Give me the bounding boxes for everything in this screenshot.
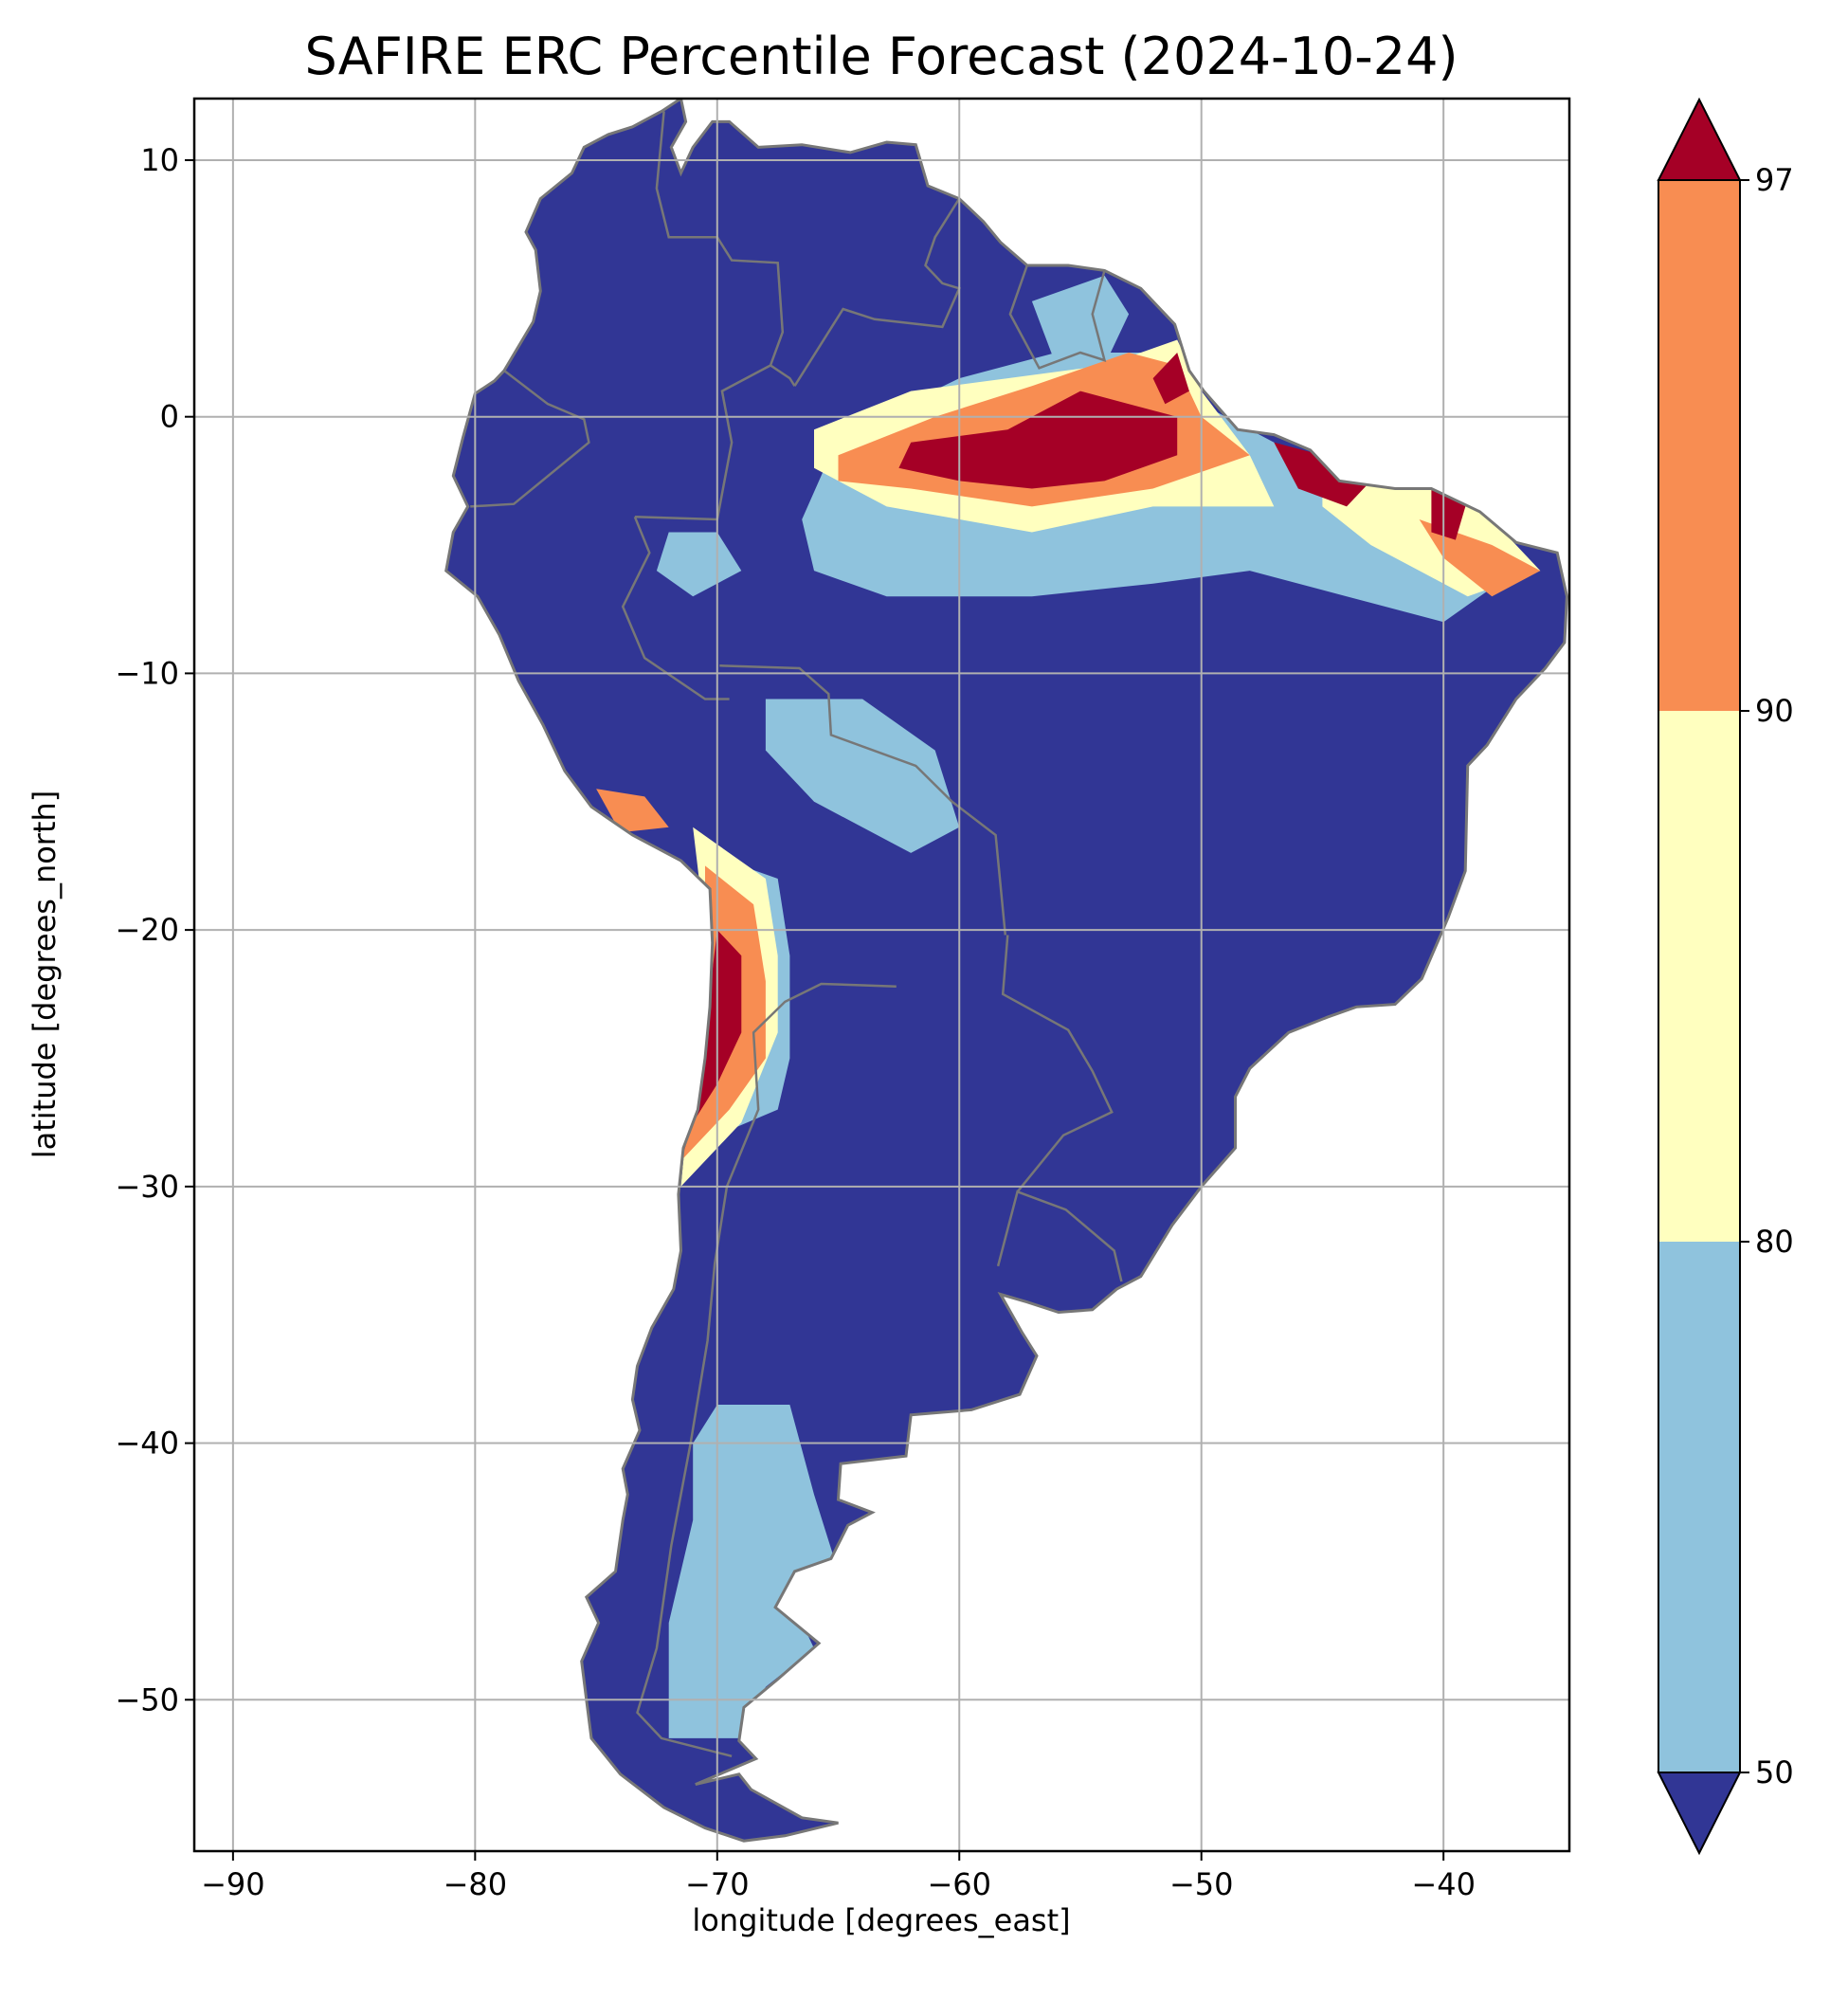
colorbar-frame — [1658, 179, 1741, 1773]
colorbar-tick-label: 97 — [1755, 162, 1794, 198]
plot-frame — [192, 97, 1571, 1853]
y-tick-label: 10 — [140, 142, 179, 178]
border-line-2 — [636, 982, 897, 1758]
border-line-4 — [996, 1190, 1123, 1282]
region-50_80-3 — [765, 699, 960, 853]
y-axis-ticks: 10 0 −10 −20 −30 −40 −50 — [115, 142, 194, 1717]
gridlines — [194, 99, 1569, 1851]
chart-title: SAFIRE ERC Percentile Forecast (2024-10-… — [304, 27, 1458, 86]
y-tick-label: −50 — [115, 1681, 179, 1717]
coastline — [444, 99, 1568, 1843]
region-above_97-14 — [1152, 353, 1189, 405]
x-tick-label: −90 — [201, 1866, 265, 1902]
y-tick-label: −30 — [115, 1169, 179, 1205]
region-50_80-1 — [656, 532, 742, 597]
x-tick-label: −80 — [444, 1866, 508, 1902]
x-tick-label: −50 — [1169, 1866, 1234, 1902]
colorbar: 50 80 90 97 — [1657, 97, 1794, 1856]
y-tick-label: −40 — [115, 1426, 179, 1462]
colorbar-segment-90_97 — [1658, 180, 1740, 711]
x-tick-label: −40 — [1411, 1866, 1476, 1902]
border-line-5 — [621, 516, 730, 700]
x-axis-ticks: −90 −80 −70 −60 −50 −40 — [201, 1851, 1476, 1902]
border-line-9 — [655, 111, 785, 366]
colorbar-tick-label: 80 — [1755, 1224, 1794, 1260]
colorbar-segment-50_80 — [1658, 1242, 1740, 1772]
x-axis-label: longitude [degrees_east] — [692, 1902, 1070, 1938]
x-tick-label: −60 — [927, 1866, 991, 1902]
borders — [470, 111, 1123, 1758]
border-line-8 — [1008, 264, 1107, 370]
region-50_80-2 — [1031, 275, 1130, 366]
region-above_97-13 — [898, 391, 1178, 489]
y-tick-label: 0 — [160, 399, 179, 435]
border-line-6 — [470, 370, 590, 508]
y-tick-label: −20 — [115, 912, 179, 948]
region-above_97-15 — [1274, 442, 1371, 507]
colorbar-extend-top — [1657, 97, 1742, 181]
colorbar-tick-label: 50 — [1755, 1754, 1794, 1790]
border-line-3 — [1001, 935, 1114, 1193]
colorbar-extend-bottom — [1657, 1772, 1742, 1856]
y-tick-label: −10 — [115, 655, 179, 691]
colorbar-tick-label: 90 — [1755, 693, 1794, 729]
region-90_97-12 — [1419, 519, 1541, 597]
y-axis-label: latitude [degrees_north] — [27, 791, 63, 1159]
x-tick-label: −70 — [685, 1866, 750, 1902]
colorbar-segment-80_90 — [1658, 711, 1740, 1242]
region-50_80-4 — [668, 1405, 839, 1738]
